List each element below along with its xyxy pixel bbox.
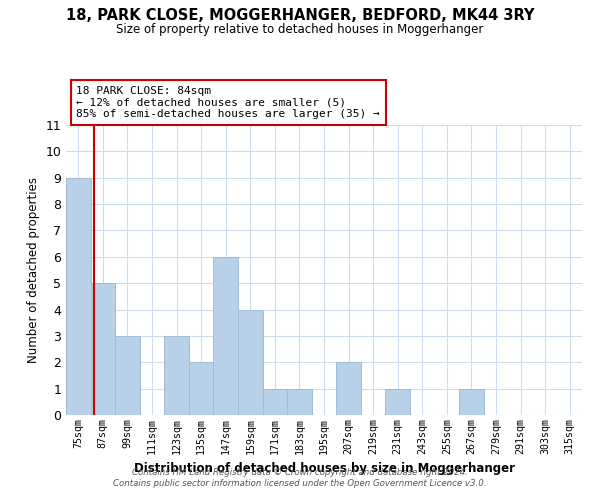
X-axis label: Distribution of detached houses by size in Moggerhanger: Distribution of detached houses by size … xyxy=(133,462,515,475)
Y-axis label: Number of detached properties: Number of detached properties xyxy=(27,177,40,363)
Bar xyxy=(287,388,312,415)
Bar xyxy=(459,388,484,415)
Bar xyxy=(91,283,115,415)
Bar xyxy=(263,388,287,415)
Text: 18, PARK CLOSE, MOGGERHANGER, BEDFORD, MK44 3RY: 18, PARK CLOSE, MOGGERHANGER, BEDFORD, M… xyxy=(66,8,534,22)
Bar xyxy=(189,362,214,415)
Bar xyxy=(115,336,140,415)
Bar xyxy=(164,336,189,415)
Text: Contains HM Land Registry data © Crown copyright and database right 2024.
Contai: Contains HM Land Registry data © Crown c… xyxy=(113,468,487,487)
Bar xyxy=(214,257,238,415)
Bar xyxy=(385,388,410,415)
Text: 18 PARK CLOSE: 84sqm
← 12% of detached houses are smaller (5)
85% of semi-detach: 18 PARK CLOSE: 84sqm ← 12% of detached h… xyxy=(76,86,380,119)
Bar xyxy=(66,178,91,415)
Bar xyxy=(238,310,263,415)
Bar xyxy=(336,362,361,415)
Text: Size of property relative to detached houses in Moggerhanger: Size of property relative to detached ho… xyxy=(116,22,484,36)
